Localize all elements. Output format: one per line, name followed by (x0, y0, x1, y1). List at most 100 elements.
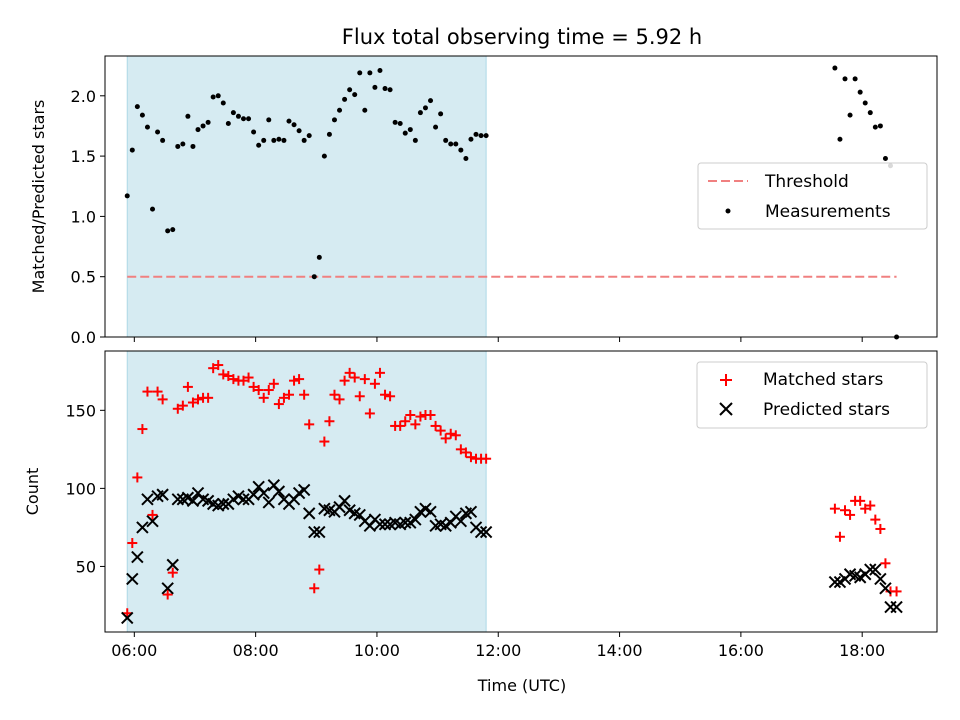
measurement-point (402, 130, 408, 136)
measurement-point (200, 123, 206, 129)
measurement-point (362, 107, 368, 113)
measurement-point (448, 141, 454, 147)
matched-point (182, 381, 193, 392)
matched-point (359, 374, 370, 385)
figure-title: Flux total observing time = 5.92 h (342, 25, 702, 49)
measurement-point (240, 116, 246, 122)
matched-stars-series (122, 360, 902, 619)
matched-point (278, 392, 289, 403)
measurement-point (311, 274, 317, 280)
measurement-point (139, 112, 145, 118)
matched-point (415, 411, 426, 422)
bottom-y-axis-label: Count (23, 468, 42, 516)
matched-point (829, 503, 840, 514)
predicted-point (146, 514, 159, 528)
matched-point (855, 495, 866, 506)
top-panel: 0.00.51.01.52.0 Matched/Predicted stars … (29, 55, 938, 347)
predicted-point (464, 505, 478, 519)
measurement-point (215, 93, 221, 99)
matched-point (339, 375, 350, 386)
measurement-point (291, 122, 297, 128)
measurement-point (129, 147, 135, 153)
measurement-point (417, 110, 423, 116)
measurement-point (160, 137, 166, 143)
predicted-point (474, 525, 488, 539)
predicted-point (338, 494, 351, 508)
measurement-point (342, 96, 348, 102)
predicted-point (378, 518, 392, 531)
matched-point (268, 378, 279, 389)
bottom-legend: Matched stars Predicted stars (696, 361, 928, 429)
matched-point (218, 369, 229, 380)
measurement-point (387, 87, 393, 93)
measurement-point (473, 131, 479, 137)
matched-point (865, 500, 876, 511)
bottom-x-tick-label: 12:00 (475, 641, 521, 660)
predicted-point (161, 582, 174, 595)
matched-point (248, 381, 259, 392)
measurement-point (261, 137, 267, 143)
matched-point (253, 385, 264, 396)
measurement-point (190, 143, 196, 149)
matched-point (162, 589, 173, 600)
matched-point (213, 360, 224, 371)
matched-point (481, 453, 492, 464)
measurement-point (357, 70, 363, 76)
predicted-point (126, 572, 139, 586)
top-highlight-span (126, 55, 487, 338)
top-y-axis-label: Matched/Predicted stars (29, 100, 48, 294)
predicted-point (313, 525, 326, 539)
measurement-point (458, 147, 464, 153)
measurement-point (377, 67, 383, 73)
legend-predicted-swatch (719, 402, 733, 416)
matched-point (845, 509, 856, 520)
matched-point (167, 567, 178, 578)
measurement-point (205, 119, 211, 125)
matched-point (880, 558, 891, 569)
predicted-point (136, 521, 149, 534)
measurement-point (124, 193, 130, 199)
measurement-point (210, 94, 216, 100)
bottom-x-tick-label: 10:00 (354, 641, 400, 660)
measurement-point (412, 137, 418, 143)
bottom-y-tick-label: 100 (65, 479, 96, 498)
matched-point (193, 394, 204, 405)
measurement-point (256, 142, 262, 148)
predicted-point (869, 563, 882, 576)
matched-point (380, 389, 391, 400)
top-y-tick-label: 0.0 (71, 328, 96, 347)
bottom-x-tick-label: 08:00 (233, 641, 279, 660)
matched-point (127, 538, 138, 549)
matched-point (435, 425, 446, 436)
legend-measurements-swatch (725, 208, 731, 214)
predicted-point (171, 493, 184, 506)
measurement-point (862, 100, 868, 106)
measurement-point (852, 76, 858, 82)
top-y-tick-label: 1.5 (71, 147, 96, 166)
top-y-tick-label: 2.0 (71, 87, 96, 106)
measurement-point (337, 107, 343, 113)
measurement-point (185, 113, 191, 119)
predicted-point (121, 611, 134, 625)
measurement-point (842, 76, 848, 82)
matched-point (309, 583, 320, 594)
measurement-point (316, 254, 322, 260)
matched-point (283, 389, 294, 400)
matched-point (364, 408, 375, 419)
measurement-point (326, 131, 332, 137)
measurement-point (428, 98, 434, 104)
predicted-point (156, 488, 169, 501)
measurement-point (271, 137, 277, 143)
matched-point (177, 400, 188, 411)
matched-point (385, 391, 396, 402)
predicted-point (237, 493, 250, 506)
measurement-point (235, 113, 241, 119)
measurement-point (392, 119, 398, 125)
matched-point (369, 378, 380, 389)
bottom-panel: 50 100 150 06:00 08:00 10:00 12:00 14:00 16:00 1… (23, 350, 938, 695)
matched-point (319, 436, 330, 447)
measurement-point (483, 133, 489, 139)
measurement-point (347, 87, 353, 93)
matched-point (344, 367, 355, 378)
